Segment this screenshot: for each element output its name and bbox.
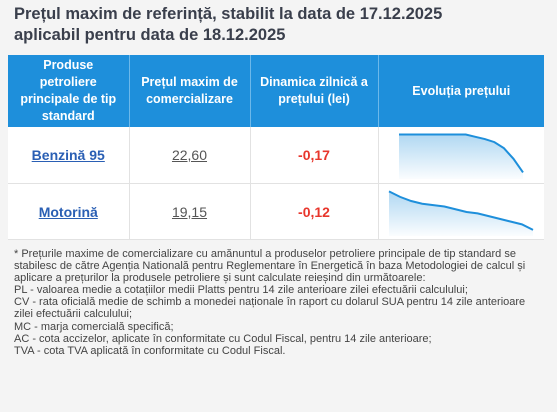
footnote: CV - rata oficială medie de schimb a mon… <box>14 296 526 321</box>
footnotes: * Prețurile maxime de comercializare cu … <box>14 248 539 357</box>
sparkline-line <box>399 133 525 174</box>
title-line-2: aplicabil pentru data de 18.12.2025 <box>14 26 286 44</box>
header-max-price: Prețul maxim de comercializare <box>129 55 251 127</box>
price-value[interactable]: 19,15 <box>171 203 208 220</box>
price-sparkline <box>388 189 534 236</box>
footnote: * Prețurile maxime de comercializare cu … <box>14 248 526 285</box>
header-evolution: Evoluția prețului <box>378 55 544 127</box>
footnote: TVA - cota TVA aplicată în conformitate … <box>14 344 286 357</box>
product-link-motorina[interactable]: Motorină <box>38 203 98 220</box>
product-cell: Motorină <box>8 183 130 240</box>
header-products: Produse petroliere principale de tip sta… <box>8 55 130 127</box>
sparkline-area <box>399 134 524 179</box>
table-row: Benzină 95 22,60 -0,17 <box>8 127 544 184</box>
title-line-1: Prețul maxim de referință, stabilit la d… <box>14 5 443 23</box>
price-cell: 19,15 <box>129 183 251 240</box>
dynamics-cell: -0,17 <box>250 127 379 184</box>
footnote: AC - cota accizelor, aplicate în conform… <box>14 332 432 345</box>
table-header-row: Produse petroliere principale de tip sta… <box>8 55 544 127</box>
table-row: Motorină 19,15 -0,12 <box>8 183 544 240</box>
dynamics-cell: -0,12 <box>250 183 379 240</box>
evolution-cell <box>378 183 544 240</box>
evolution-cell <box>378 127 544 184</box>
header-dynamics: Dinamica zilnică a prețului (lei) <box>250 55 379 127</box>
product-cell: Benzină 95 <box>8 127 130 184</box>
product-link-benzina[interactable]: Benzină 95 <box>31 147 105 163</box>
sparkline-area <box>389 190 534 236</box>
price-table: Produse petroliere principale de tip sta… <box>8 55 544 240</box>
footnote: MC - marja comercială specifică; <box>14 320 174 333</box>
price-cell: 22,60 <box>129 127 251 184</box>
price-value[interactable]: 22,60 <box>171 147 208 163</box>
dynamics-value: -0,17 <box>298 147 330 163</box>
sparkline-line <box>388 189 534 231</box>
dynamics-value: -0,12 <box>298 203 330 220</box>
footnote: PL - valoarea medie a cotațiilor medii P… <box>14 284 468 297</box>
price-sparkline <box>399 133 525 179</box>
page-title: Prețul maxim de referință, stabilit la d… <box>14 4 544 46</box>
